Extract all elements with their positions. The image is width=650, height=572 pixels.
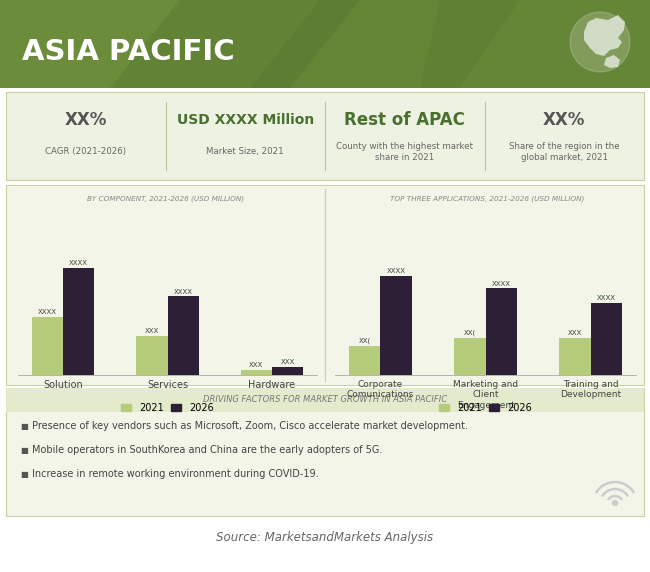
Polygon shape xyxy=(110,0,360,88)
Text: ASIA PACIFIC: ASIA PACIFIC xyxy=(22,38,235,66)
Bar xyxy=(168,296,199,375)
Legend: 2021, 2026: 2021, 2026 xyxy=(436,399,536,416)
Text: XX(: XX( xyxy=(358,338,370,344)
Bar xyxy=(454,338,486,375)
Bar xyxy=(348,346,380,375)
Text: XXXX: XXXX xyxy=(69,260,88,266)
Bar xyxy=(240,370,272,375)
Text: Mobile operators in SouthKorea and China are the early adopters of 5G.: Mobile operators in SouthKorea and China… xyxy=(32,445,382,455)
Text: XXXX: XXXX xyxy=(38,309,57,316)
Text: Market Size, 2021: Market Size, 2021 xyxy=(207,148,284,156)
FancyBboxPatch shape xyxy=(6,388,644,412)
Bar xyxy=(380,276,412,375)
Text: Rest of APAC: Rest of APAC xyxy=(344,111,465,129)
Text: TOP THREE APPLICATIONS, 2021-2026 (USD MILLION): TOP THREE APPLICATIONS, 2021-2026 (USD M… xyxy=(390,196,585,202)
Text: County with the highest market
share in 2021: County with the highest market share in … xyxy=(336,142,473,161)
Text: CAGR (2021-2026): CAGR (2021-2026) xyxy=(46,148,126,156)
Text: Source: MarketsandMarkets Analysis: Source: MarketsandMarkets Analysis xyxy=(216,531,434,545)
Circle shape xyxy=(612,500,618,506)
Polygon shape xyxy=(584,15,625,56)
Bar xyxy=(559,338,591,375)
Bar xyxy=(63,268,94,375)
Bar xyxy=(486,288,517,375)
Polygon shape xyxy=(250,0,520,88)
FancyBboxPatch shape xyxy=(6,388,644,516)
Polygon shape xyxy=(604,55,620,68)
Text: XXX: XXX xyxy=(249,362,263,368)
Text: XXX: XXX xyxy=(281,359,295,366)
Text: XXXX: XXXX xyxy=(174,289,192,295)
Text: Presence of key vendors such as Microsoft, Zoom, Cisco accelerate market develop: Presence of key vendors such as Microsof… xyxy=(32,421,468,431)
Text: XX%: XX% xyxy=(543,111,586,129)
FancyBboxPatch shape xyxy=(6,185,644,385)
Text: ■: ■ xyxy=(20,422,28,431)
Text: XX%: XX% xyxy=(64,111,107,129)
Bar xyxy=(136,336,168,375)
Text: XXXX: XXXX xyxy=(492,280,511,287)
Text: ■: ■ xyxy=(20,446,28,455)
Circle shape xyxy=(570,12,630,72)
Text: Increase in remote working environment during COVID-19.: Increase in remote working environment d… xyxy=(32,469,318,479)
Text: XXX: XXX xyxy=(568,330,582,336)
Text: XXXX: XXXX xyxy=(597,295,616,301)
Text: XXXX: XXXX xyxy=(387,268,406,274)
Text: USD XXXX Million: USD XXXX Million xyxy=(177,113,314,127)
Bar xyxy=(591,303,622,375)
FancyBboxPatch shape xyxy=(6,92,644,180)
Text: Share of the region in the
global market, 2021: Share of the region in the global market… xyxy=(509,142,619,161)
Bar xyxy=(272,367,304,375)
Text: DRIVING FACTORS FOR MARKET GROWTH IN ASIA PACIFIC: DRIVING FACTORS FOR MARKET GROWTH IN ASI… xyxy=(203,395,447,404)
Bar xyxy=(32,317,63,375)
Polygon shape xyxy=(420,0,650,88)
Text: XX(: XX( xyxy=(463,329,476,336)
Text: ■: ■ xyxy=(20,470,28,479)
Text: XXX: XXX xyxy=(145,328,159,334)
Text: BY COMPONENT, 2021-2026 (USD MILLION): BY COMPONENT, 2021-2026 (USD MILLION) xyxy=(87,196,244,202)
Legend: 2021, 2026: 2021, 2026 xyxy=(118,399,218,416)
FancyBboxPatch shape xyxy=(0,0,650,88)
